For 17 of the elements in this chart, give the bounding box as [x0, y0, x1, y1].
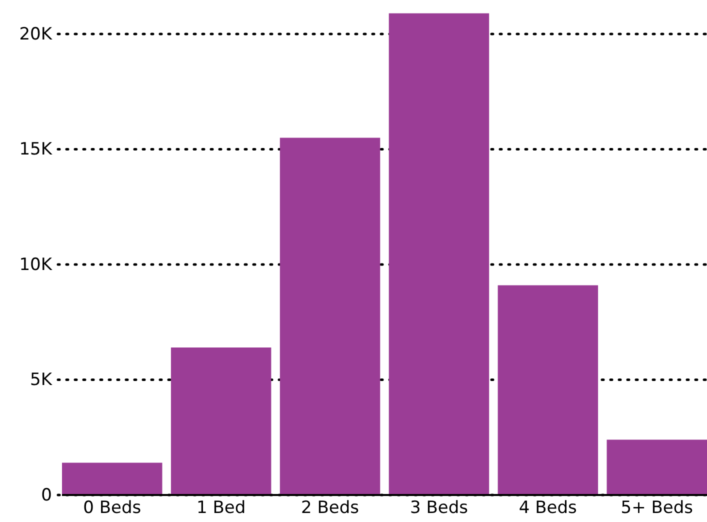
x-tick-label: 1 Bed: [196, 498, 246, 518]
x-tick-label: 0 Beds: [83, 498, 142, 518]
y-tick-label: 5K: [30, 370, 53, 390]
bar: [280, 138, 380, 495]
y-tick-label: 10K: [19, 254, 53, 275]
x-tick-label: 3 Beds: [410, 498, 468, 518]
x-tick-label: 2 Beds: [301, 498, 360, 518]
y-tick-label: 15K: [19, 140, 53, 160]
bar: [62, 462, 162, 495]
x-tick-label: 4 Beds: [518, 498, 578, 518]
x-tick-label: 5+ Beds: [620, 498, 694, 518]
bar: [170, 347, 272, 495]
y-tick-label: 0: [41, 485, 52, 506]
bar: [498, 285, 598, 495]
y-tick-label: 20K: [19, 24, 53, 44]
bar: [606, 440, 707, 495]
bar: [388, 13, 490, 495]
